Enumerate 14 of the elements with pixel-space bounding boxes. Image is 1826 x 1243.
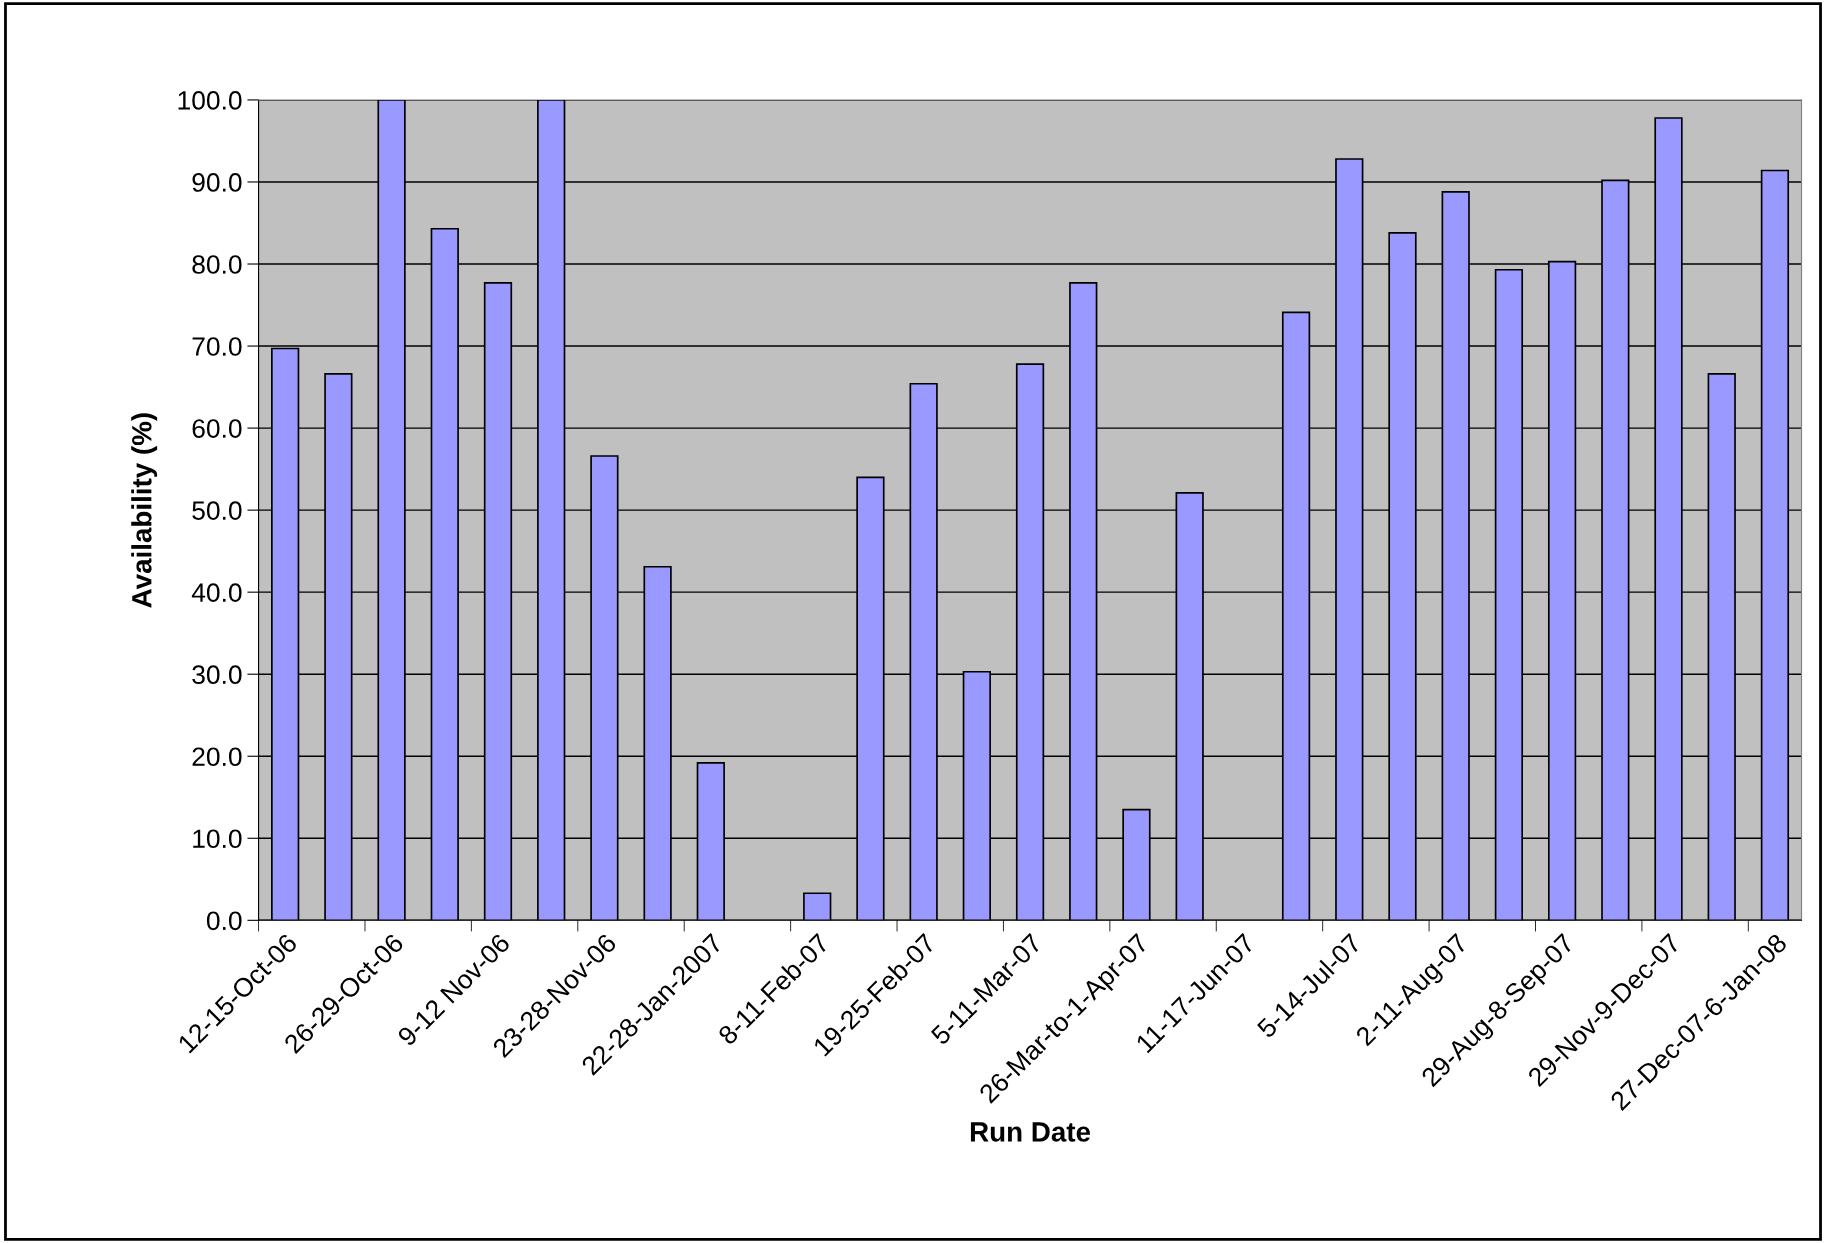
y-tick-label: 80.0	[192, 255, 242, 274]
y-tick-label: 0.0	[206, 911, 242, 931]
y-axis-title: Availability (%)	[131, 413, 158, 608]
y-tick-label: 10.0	[193, 829, 242, 849]
y-tick-label: 40.0	[191, 583, 242, 602]
bar	[803, 892, 832, 921]
y-tick-label: 60.0	[192, 419, 242, 438]
x-axis-title: Run Date	[970, 1122, 1091, 1142]
y-tick-label: 70.0	[192, 337, 242, 356]
y-tick-label: 50.0	[192, 501, 242, 520]
y-tick-label: 20.0	[192, 747, 242, 767]
y-tick-label: 30.0	[192, 665, 242, 685]
y-tick-label: 100.0	[178, 91, 242, 110]
y-tick-label: 90.0	[192, 173, 242, 192]
